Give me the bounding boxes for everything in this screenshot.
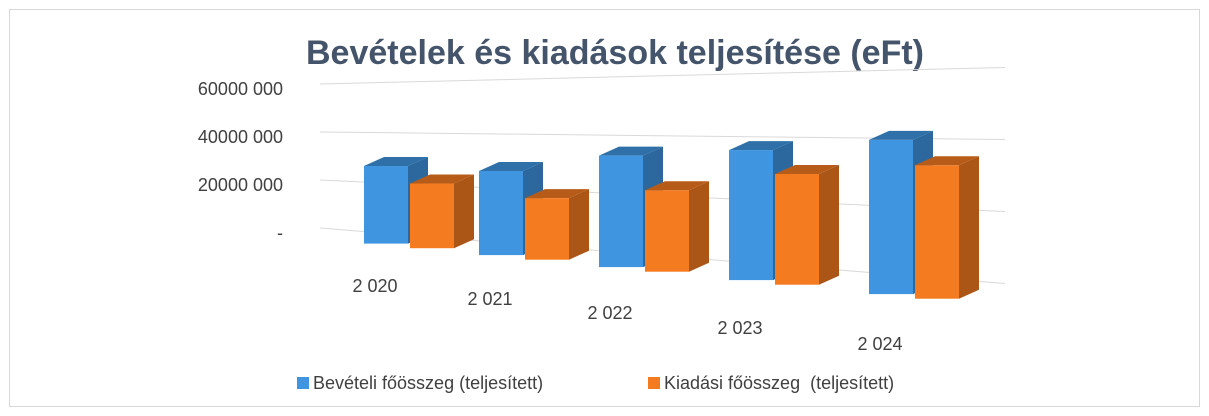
bar	[915, 156, 979, 299]
bar-top	[729, 141, 793, 151]
x-tick-label: 2 023	[717, 318, 762, 338]
x-tick-label: 2 021	[467, 289, 512, 309]
bar-side	[689, 181, 709, 272]
bar-top	[915, 156, 979, 166]
bar	[525, 189, 589, 260]
bar-top	[525, 189, 589, 199]
y-tick-label: 20000 000	[198, 175, 283, 195]
bar-side	[454, 174, 474, 249]
bar-front	[915, 165, 959, 299]
bar-top	[869, 130, 933, 140]
bar-top	[775, 165, 839, 175]
bar-front	[364, 166, 408, 244]
bar-front	[410, 183, 454, 249]
bar-front	[599, 155, 643, 268]
bar	[410, 174, 474, 249]
y-tick-label: 60000 000	[198, 79, 283, 99]
bar-side	[959, 156, 979, 299]
bar-side	[819, 165, 839, 285]
y-tick-label: 40000 000	[198, 127, 283, 147]
x-tick-label: 2 024	[857, 334, 902, 354]
bar-top	[364, 157, 428, 167]
legend-label: Bevételi főösszeg (teljesített)	[313, 373, 543, 393]
bar	[645, 181, 709, 272]
grid-line	[319, 67, 1006, 85]
x-tick-label: 2 020	[352, 276, 397, 296]
bar-front	[729, 150, 773, 281]
x-tick-label: 2 022	[587, 303, 632, 323]
bar-side	[569, 189, 589, 260]
y-tick-label: -	[277, 223, 283, 243]
bar-top	[410, 174, 474, 184]
legend-swatch	[648, 377, 660, 389]
bar-top	[479, 161, 543, 171]
chart-title: Bevételek és kiadások teljesítése (eFt)	[306, 34, 924, 72]
bar-top	[645, 181, 709, 191]
bar-front	[479, 170, 523, 256]
bar-top	[599, 146, 663, 156]
legend-label: Kiadási főösszeg (teljesített)	[664, 373, 894, 393]
bar-front	[525, 198, 569, 260]
bar-front	[869, 139, 913, 295]
bar-front	[775, 174, 819, 285]
bar	[775, 165, 839, 285]
bar-front	[645, 190, 689, 272]
legend-swatch	[297, 377, 309, 389]
